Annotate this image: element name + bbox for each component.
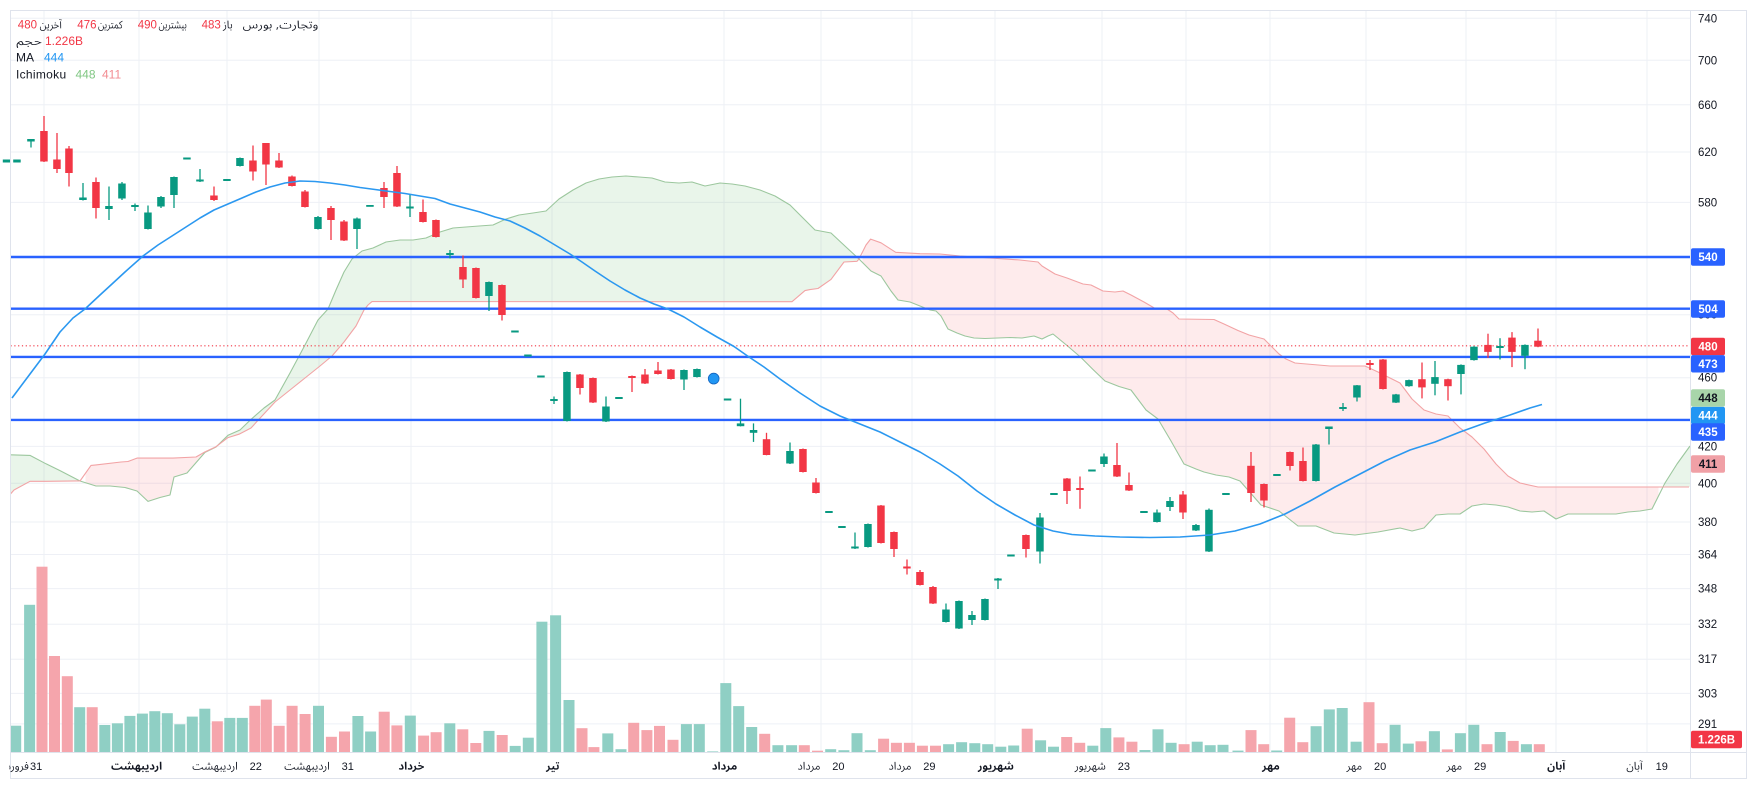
- svg-text:490: 490: [138, 20, 157, 32]
- svg-text:MA: MA: [16, 51, 34, 65]
- svg-text:460: 460: [1698, 373, 1717, 385]
- svg-text:476: 476: [77, 20, 96, 32]
- svg-text:480: 480: [18, 20, 37, 32]
- svg-text:400: 400: [1698, 478, 1717, 490]
- svg-text:22: 22: [250, 761, 262, 773]
- svg-text:20: 20: [1374, 761, 1386, 773]
- svg-text:303: 303: [1698, 688, 1717, 700]
- svg-text:580: 580: [1698, 197, 1717, 209]
- svg-text:Ichimoku: Ichimoku: [16, 68, 66, 82]
- svg-text:444: 444: [1698, 411, 1718, 423]
- svg-text:435: 435: [1698, 427, 1718, 439]
- svg-text:420: 420: [1698, 441, 1717, 453]
- svg-text:317: 317: [1698, 654, 1717, 666]
- svg-text:473: 473: [1698, 359, 1717, 371]
- svg-text:411: 411: [1699, 459, 1718, 471]
- svg-text:700: 700: [1698, 55, 1717, 67]
- svg-text:19: 19: [1656, 761, 1668, 773]
- svg-text:740: 740: [1698, 13, 1717, 25]
- svg-text:448: 448: [76, 68, 96, 82]
- svg-text:23: 23: [1118, 761, 1130, 773]
- svg-text:380: 380: [1698, 517, 1717, 529]
- svg-text:504: 504: [1698, 304, 1718, 316]
- svg-text:540: 540: [1698, 252, 1717, 264]
- svg-text:29: 29: [923, 761, 935, 773]
- svg-text:448: 448: [1698, 393, 1718, 405]
- svg-text:348: 348: [1698, 584, 1717, 596]
- svg-text:332: 332: [1698, 619, 1717, 631]
- svg-text:483: 483: [202, 20, 221, 32]
- svg-text:29: 29: [1474, 761, 1486, 773]
- svg-text:620: 620: [1698, 147, 1717, 159]
- svg-text:20: 20: [832, 761, 844, 773]
- svg-text:31: 31: [342, 761, 354, 773]
- svg-text:480: 480: [1698, 342, 1717, 354]
- svg-text:411: 411: [102, 68, 121, 82]
- svg-text:1.226B: 1.226B: [1698, 735, 1735, 747]
- svg-text:31: 31: [30, 761, 42, 773]
- svg-text:444: 444: [44, 51, 64, 65]
- svg-text:364: 364: [1698, 550, 1718, 562]
- svg-text:660: 660: [1698, 100, 1717, 112]
- svg-text:291: 291: [1698, 719, 1717, 731]
- svg-text:1.226B: 1.226B: [45, 34, 83, 48]
